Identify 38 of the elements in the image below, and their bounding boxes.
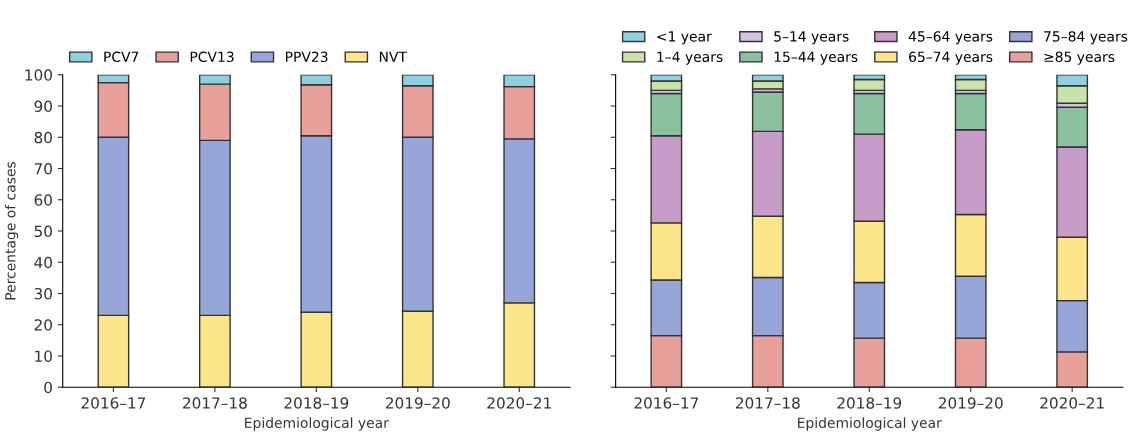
y-tick-label: 100 — [25, 69, 52, 81]
x-tick-label: 2017–18 — [183, 397, 247, 409]
bar — [853, 78, 886, 92]
legend-label: 15–44 years — [774, 51, 858, 65]
y-tick-label: 90 — [34, 100, 52, 113]
legend-label: PCV13 — [190, 51, 234, 63]
x-tick-label: 2016–17 — [634, 397, 699, 409]
y-tick-label: 60 — [34, 194, 52, 206]
y-tick-label: 20 — [34, 319, 52, 331]
x-tick-label: 2016–17 — [81, 397, 146, 409]
legend-label: <1 year — [657, 31, 712, 45]
legend-label: ≥85 years — [1044, 51, 1115, 65]
x-axis-title: Epidemiological year — [798, 417, 942, 431]
y-tick-label: 80 — [34, 131, 52, 144]
legend-label: 75–84 years — [1044, 31, 1128, 45]
x-tick-label: 2018–19 — [837, 397, 902, 409]
bar — [954, 78, 987, 92]
legend-label: PCV7 — [104, 51, 139, 63]
y-tick-label: 40 — [34, 256, 52, 269]
y-tick-label: 10 — [35, 350, 52, 362]
x-tick-label: 2020–21 — [1040, 397, 1104, 409]
y-tick-label: 30 — [34, 287, 52, 300]
y-tick-label: 0 — [44, 381, 52, 394]
legend-label: PPV23 — [286, 51, 328, 63]
legend-label: 1–4 years — [657, 51, 723, 65]
y-tick-label: 70 — [34, 162, 52, 175]
legend-label: 65–74 years — [909, 51, 993, 65]
x-tick-label: 2019–20 — [385, 397, 450, 409]
y-tick-label: 50 — [34, 225, 52, 238]
legend-label: NVT — [379, 51, 407, 62]
x-tick-label: 2017–18 — [735, 397, 800, 409]
x-tick-label: 2019–20 — [938, 397, 1003, 409]
legend-label: 5–14 years — [774, 31, 849, 45]
x-axis-title: Epidemiological year — [245, 417, 389, 431]
x-tick-label: 2018–19 — [284, 397, 349, 409]
x-tick-label: 2020–21 — [487, 397, 551, 409]
legend-label: 45–64 years — [908, 31, 993, 45]
y-axis-title: Percentage of cases — [4, 161, 19, 300]
